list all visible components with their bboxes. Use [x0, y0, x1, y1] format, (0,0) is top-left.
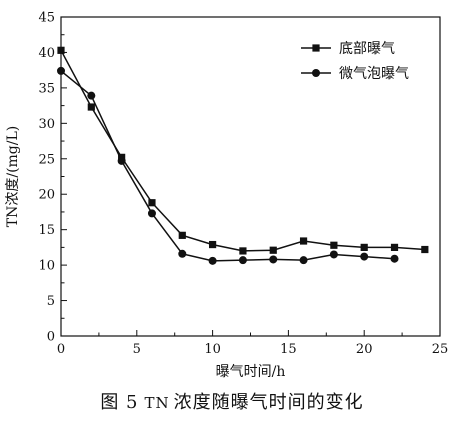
series-2-point: [238, 256, 247, 265]
series-2-point: [208, 256, 217, 265]
x-tick-label: 0: [57, 342, 65, 357]
series-1-point: [239, 247, 247, 255]
series-1-point: [148, 199, 156, 207]
caption-text: 浓度随曝气时间的变化: [173, 392, 364, 413]
y-tick-label: 30: [38, 117, 55, 132]
series-1-point: [421, 245, 429, 254]
y-tick-label: 5: [47, 294, 55, 309]
y-tick-label: 15: [38, 223, 55, 238]
series-line-2: [60, 70, 395, 262]
y-tick-label: 0: [47, 330, 55, 345]
legend-label-2: 微气泡曝气: [339, 66, 409, 82]
series-1-point: [57, 46, 65, 54]
series-2-point: [117, 156, 126, 165]
figure-caption: 图 5 TN 浓度随曝气时间的变化: [0, 388, 464, 414]
x-axis-label: 曝气时间/h: [216, 364, 286, 380]
series-1-point: [299, 237, 308, 245]
caption-tn: TN: [144, 394, 170, 412]
y-tick-label: 45: [38, 11, 55, 26]
legend-label-1: 底部曝气: [339, 41, 395, 57]
series-1-point: [87, 103, 95, 111]
y-tick-label: 20: [38, 188, 55, 203]
x-tick-label: 25: [432, 342, 449, 357]
series-1-point: [360, 243, 368, 251]
series-1-point: [269, 246, 277, 254]
series-2-point: [178, 249, 187, 258]
caption-prefix: 图 5: [100, 392, 139, 413]
series-2-point: [269, 255, 278, 264]
y-tick-label: 40: [38, 46, 55, 61]
series-2-point: [299, 256, 308, 265]
x-tick-label: 15: [280, 342, 297, 357]
series-1-point: [178, 231, 186, 239]
series-1-point: [390, 243, 399, 251]
series-2-point: [329, 250, 338, 259]
y-tick-label: 25: [38, 152, 55, 167]
x-tick-label: 10: [204, 342, 221, 357]
legend-marker-2: [312, 69, 320, 77]
plot-frame: [60, 16, 441, 337]
x-tick-label: 20: [356, 342, 373, 357]
series-2-point: [147, 209, 156, 218]
series-2-point: [390, 254, 399, 263]
series-2-point: [57, 66, 65, 75]
series-1-point: [330, 241, 338, 249]
series-1-point: [209, 240, 217, 249]
y-tick-label: 10: [38, 259, 55, 274]
series-2-point: [87, 91, 96, 100]
y-tick-label: 35: [38, 81, 55, 96]
legend-marker-1: [312, 44, 320, 52]
y-axis-label: TN浓度/(mg/L): [5, 126, 21, 227]
x-tick-label: 5: [133, 342, 141, 357]
line-chart: 0 5 10 15 20 25 0 5 10 15 20 25 30 35 40 45 曝气时间/h TN浓度/(…: [5, 11, 449, 381]
series-2-point: [360, 252, 369, 261]
